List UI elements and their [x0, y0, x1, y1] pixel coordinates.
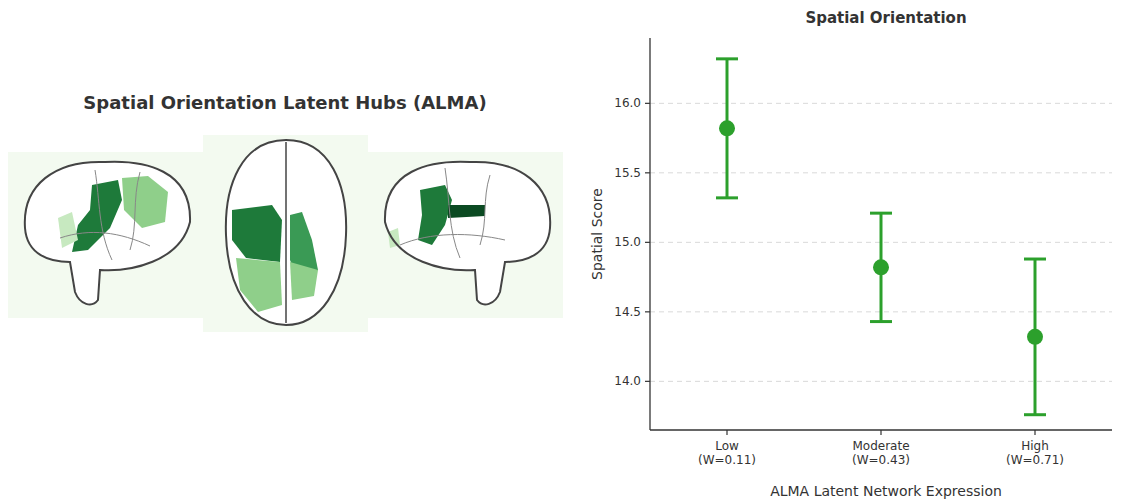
- view-background: [203, 135, 368, 332]
- tick-label: 15.5: [614, 166, 641, 180]
- error-cap: [870, 320, 892, 323]
- tick-label: 15.0: [614, 235, 641, 249]
- brain-outline: [226, 140, 346, 325]
- midline: [285, 142, 287, 323]
- brain-outline: [25, 162, 190, 305]
- tick-mark: [645, 103, 650, 104]
- point: [719, 120, 735, 136]
- tick-label: High(W=0.71): [1006, 439, 1064, 467]
- tick-mark: [645, 311, 650, 312]
- y-axis-line: [649, 38, 650, 430]
- tick-mark: [645, 381, 650, 382]
- brain-outline: [385, 162, 550, 305]
- tick-label: Low(W=0.11): [698, 439, 756, 467]
- tick-mark: [726, 430, 727, 435]
- tick-mark: [1034, 430, 1035, 435]
- view-background: [368, 152, 563, 318]
- brain-outline: [385, 162, 550, 305]
- tick-label-line: Low: [715, 439, 739, 453]
- activation-blob: [58, 212, 78, 248]
- error-bar: [716, 59, 738, 198]
- tick-mark: [645, 242, 650, 243]
- chart-title: Spatial Orientation: [805, 9, 966, 27]
- panel-title: Spatial Orientation Latent Hubs (ALMA): [83, 92, 486, 113]
- error-cap: [716, 57, 738, 60]
- tick-mark: [645, 172, 650, 173]
- error-cap: [1024, 258, 1046, 261]
- brain-views: [8, 135, 563, 332]
- tick-label-line: (W=0.71): [1006, 453, 1064, 467]
- error-bar: [870, 213, 892, 321]
- x-axis-title: ALMA Latent Network Expression: [770, 483, 1002, 499]
- activation-blob: [122, 176, 168, 228]
- y-axis-title: Spatial Score: [589, 188, 605, 280]
- tick-label: Moderate(W=0.43): [852, 439, 910, 467]
- activation-blob: [232, 205, 282, 262]
- tick-label-line: High: [1021, 439, 1049, 453]
- tick-label: 14.5: [614, 305, 641, 319]
- tick-mark: [880, 430, 881, 435]
- grid-line: [650, 381, 1112, 382]
- plot-area: [716, 59, 1046, 415]
- error-bar: [1024, 259, 1046, 415]
- brain-outline: [25, 162, 190, 305]
- activation-blob: [290, 262, 318, 300]
- tick-label: 14.0: [614, 374, 641, 388]
- view-background: [8, 152, 203, 318]
- tick-label-line: Moderate: [852, 439, 909, 453]
- tick-label-line: (W=0.11): [698, 453, 756, 467]
- activation-blob: [448, 205, 485, 218]
- sulcus-line: [60, 170, 150, 260]
- point: [1027, 329, 1043, 345]
- grid-line: [650, 103, 1112, 104]
- sulcus-line: [400, 168, 505, 258]
- error-cap: [870, 212, 892, 215]
- grid-line: [650, 172, 1112, 173]
- error-cap: [1024, 413, 1046, 416]
- point: [873, 259, 889, 275]
- tick-label: 16.0: [614, 96, 641, 110]
- activation-blob: [72, 180, 122, 252]
- tick-label-line: (W=0.43): [852, 453, 910, 467]
- activation-blob: [236, 258, 282, 312]
- error-cap: [716, 196, 738, 199]
- brain-outline: [226, 140, 346, 325]
